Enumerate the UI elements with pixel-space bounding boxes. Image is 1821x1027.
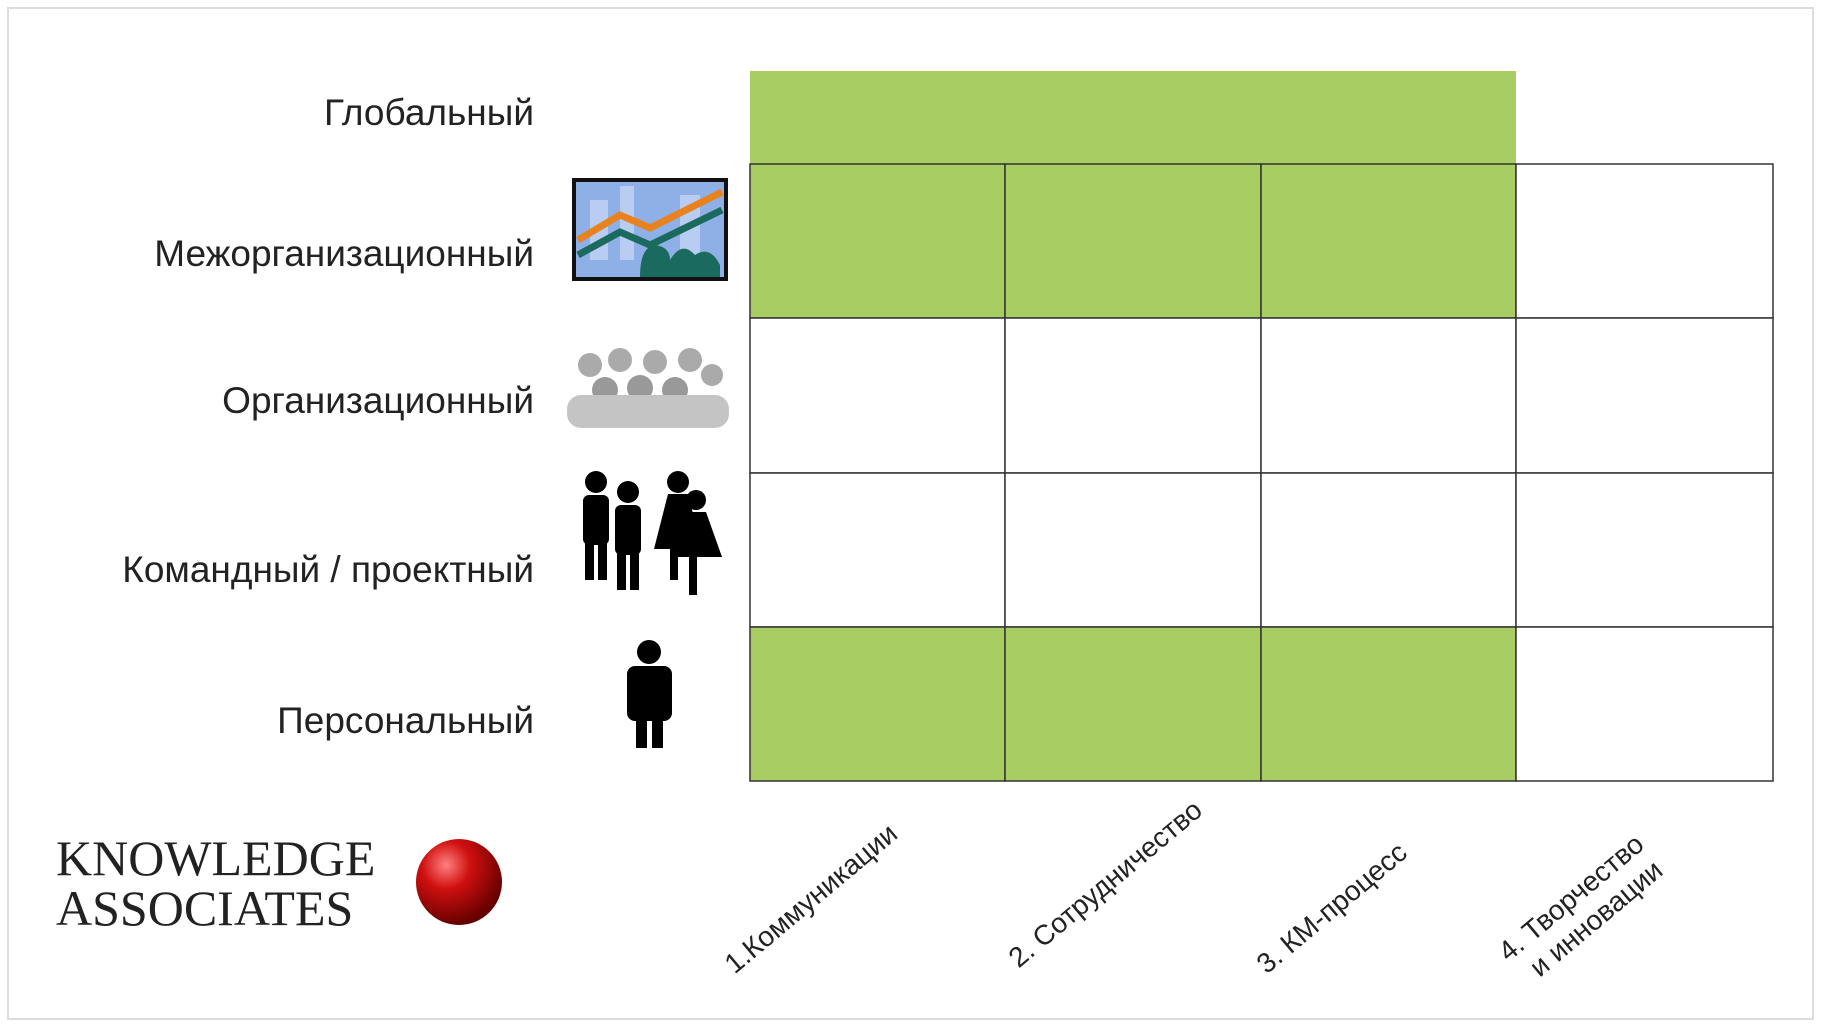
cell [749, 163, 1006, 319]
logo-sphere [416, 839, 502, 925]
matrix [749, 163, 1774, 782]
icon-person [627, 640, 672, 748]
row-label: Командный / проектный [122, 549, 534, 590]
icon-crowd [567, 348, 729, 428]
logo-text: ASSOCIATES [56, 880, 353, 936]
row-label: Персональный [277, 700, 534, 741]
icon-team [583, 471, 722, 595]
cell [749, 472, 1006, 628]
cell [1260, 163, 1517, 319]
cell [1004, 317, 1262, 474]
cell [1004, 472, 1262, 628]
logo-text: KNOWLEDGE [56, 830, 375, 886]
cell [749, 626, 1006, 782]
cell [1260, 626, 1517, 782]
cell [1515, 626, 1774, 782]
cell [1260, 317, 1517, 474]
cell [1515, 472, 1774, 628]
cell [1515, 163, 1774, 319]
cell [1004, 163, 1262, 319]
row-label: Глобальный [324, 92, 534, 133]
row-label: Межорганизационный [154, 233, 534, 274]
row-label: Организационный [222, 380, 534, 421]
cell [749, 317, 1006, 474]
global-bar [750, 71, 1516, 164]
icon-chart [572, 178, 728, 281]
cell [1260, 472, 1517, 628]
cell [1004, 626, 1262, 782]
cell [1515, 317, 1774, 474]
